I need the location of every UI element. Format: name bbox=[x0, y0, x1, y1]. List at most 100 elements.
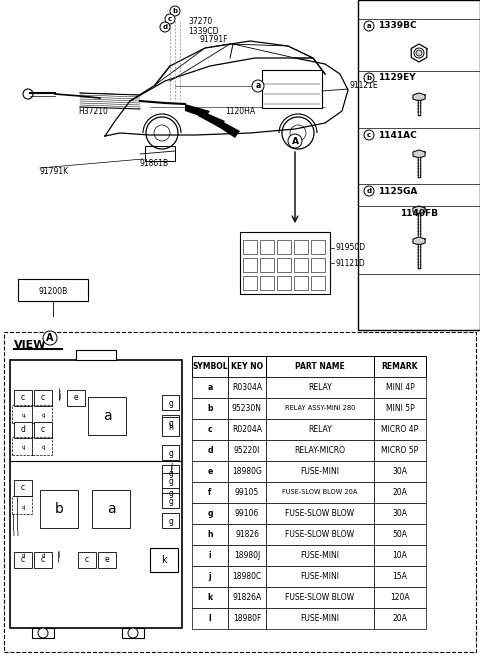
Bar bbox=[145, 146, 175, 161]
Text: FUSE-MINI: FUSE-MINI bbox=[300, 572, 339, 581]
Text: 91200B: 91200B bbox=[38, 287, 68, 296]
Text: 18980J: 18980J bbox=[234, 551, 260, 560]
Text: FUSE-SLOW BLOW: FUSE-SLOW BLOW bbox=[286, 509, 355, 518]
Text: h: h bbox=[168, 422, 173, 432]
Text: R0204A: R0204A bbox=[232, 425, 262, 434]
Bar bbox=[266, 482, 374, 503]
Bar bbox=[277, 276, 291, 290]
Text: 91826A: 91826A bbox=[232, 593, 262, 602]
Bar bbox=[374, 587, 426, 608]
Bar bbox=[311, 258, 325, 272]
Text: REMARK: REMARK bbox=[382, 362, 418, 371]
Bar bbox=[374, 545, 426, 566]
Polygon shape bbox=[185, 104, 210, 118]
Circle shape bbox=[364, 73, 374, 83]
Text: g: g bbox=[168, 398, 173, 407]
Text: FUSE-SLOW BLOW 20A: FUSE-SLOW BLOW 20A bbox=[282, 489, 358, 495]
Bar bbox=[262, 70, 322, 108]
Bar bbox=[311, 276, 325, 290]
Text: 1140FB: 1140FB bbox=[400, 209, 438, 218]
Text: MINI 4P: MINI 4P bbox=[385, 383, 414, 392]
Bar bbox=[162, 395, 179, 410]
Text: A: A bbox=[46, 333, 54, 343]
Bar bbox=[374, 461, 426, 482]
Text: SYMBOL: SYMBOL bbox=[192, 362, 228, 371]
Bar bbox=[228, 566, 266, 587]
Text: d: d bbox=[207, 446, 213, 455]
Polygon shape bbox=[205, 112, 240, 138]
Bar bbox=[4, 332, 476, 652]
Text: g: g bbox=[168, 419, 173, 428]
Bar bbox=[192, 398, 228, 419]
Circle shape bbox=[364, 186, 374, 196]
Text: g: g bbox=[168, 489, 173, 497]
Text: 95220I: 95220I bbox=[234, 446, 260, 455]
Bar bbox=[12, 437, 32, 455]
Bar bbox=[162, 485, 179, 500]
Bar bbox=[294, 258, 308, 272]
Bar bbox=[266, 566, 374, 587]
Bar bbox=[192, 608, 228, 629]
Text: k: k bbox=[161, 555, 167, 565]
Bar bbox=[192, 566, 228, 587]
Bar bbox=[358, 0, 480, 330]
Text: 10A: 10A bbox=[393, 551, 408, 560]
Text: f: f bbox=[208, 488, 212, 497]
Circle shape bbox=[38, 628, 48, 638]
Bar bbox=[260, 258, 274, 272]
Polygon shape bbox=[413, 206, 425, 214]
Bar bbox=[294, 240, 308, 254]
Bar bbox=[192, 356, 228, 377]
Text: cj: cj bbox=[42, 445, 46, 451]
Text: 1125GA: 1125GA bbox=[378, 186, 418, 195]
Bar bbox=[162, 513, 179, 528]
Bar bbox=[192, 587, 228, 608]
Text: b: b bbox=[172, 8, 178, 14]
Bar bbox=[228, 398, 266, 419]
Bar bbox=[266, 503, 374, 524]
Bar bbox=[10, 360, 182, 628]
Text: a: a bbox=[367, 23, 372, 29]
Bar bbox=[228, 377, 266, 398]
Text: FUSE-SLOW BLOW: FUSE-SLOW BLOW bbox=[286, 530, 355, 539]
Text: RELAY-MICRO: RELAY-MICRO bbox=[295, 446, 346, 455]
Bar bbox=[228, 440, 266, 461]
Text: R0304A: R0304A bbox=[232, 383, 262, 392]
Bar bbox=[243, 276, 257, 290]
Bar bbox=[374, 566, 426, 587]
Bar bbox=[34, 422, 52, 438]
Text: I: I bbox=[170, 464, 172, 472]
Bar bbox=[14, 390, 32, 406]
Text: g: g bbox=[168, 497, 173, 506]
Text: A: A bbox=[291, 136, 299, 146]
Text: j: j bbox=[58, 392, 60, 401]
Bar bbox=[78, 552, 96, 568]
Text: e: e bbox=[74, 394, 78, 403]
Bar bbox=[266, 398, 374, 419]
Bar bbox=[266, 587, 374, 608]
Bar bbox=[192, 461, 228, 482]
Text: d: d bbox=[21, 426, 25, 434]
Bar bbox=[162, 417, 179, 436]
Bar bbox=[162, 493, 179, 508]
Text: 91950D: 91950D bbox=[335, 243, 365, 253]
Text: RELAY: RELAY bbox=[308, 383, 332, 392]
Bar bbox=[14, 422, 32, 438]
Bar bbox=[162, 465, 179, 480]
Polygon shape bbox=[413, 93, 425, 101]
Text: MINI 5P: MINI 5P bbox=[385, 404, 414, 413]
Circle shape bbox=[165, 14, 175, 24]
Text: k: k bbox=[207, 593, 213, 602]
Text: e: e bbox=[207, 467, 213, 476]
Text: 1141AC: 1141AC bbox=[378, 131, 417, 140]
Text: g: g bbox=[168, 468, 173, 478]
Bar bbox=[0, 0, 480, 330]
Text: d: d bbox=[366, 188, 372, 194]
Text: a: a bbox=[255, 81, 261, 91]
Bar bbox=[18, 279, 88, 301]
Text: c: c bbox=[41, 556, 45, 565]
Text: cj: cj bbox=[22, 552, 26, 558]
Bar bbox=[76, 350, 116, 360]
Circle shape bbox=[43, 331, 57, 345]
Text: g: g bbox=[168, 516, 173, 525]
